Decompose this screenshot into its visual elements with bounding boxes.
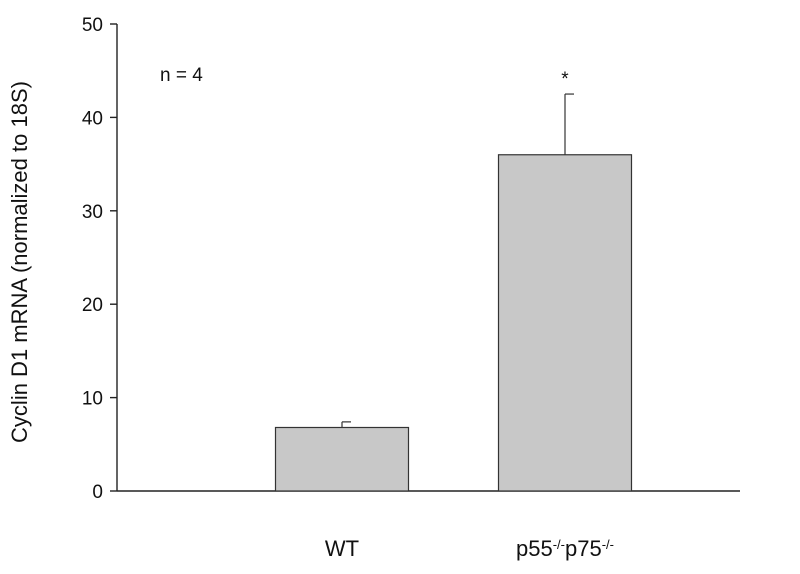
y-tick-label: 40 [82, 108, 103, 129]
significance-marker: * [561, 69, 569, 90]
bar-0 [274, 426, 410, 492]
category-label: p55-/-p75-/- [516, 536, 614, 561]
category-label: WT [325, 536, 359, 561]
y-tick-label: 50 [82, 15, 103, 36]
y-tick-label: 20 [82, 295, 103, 316]
bars: WT * p55-/-p75-/- [274, 69, 633, 561]
bar-1 [497, 154, 633, 492]
y-tick-label: 10 [82, 389, 103, 410]
y-axis-label: Cyclin D1 mRNA (normalized to 18S) [7, 81, 32, 443]
y-tick-label: 0 [92, 482, 103, 503]
y-tick-label: 30 [82, 202, 103, 223]
sample-size-annotation: n = 4 [160, 65, 203, 86]
axes: 0 10 20 30 40 50 [82, 15, 740, 503]
